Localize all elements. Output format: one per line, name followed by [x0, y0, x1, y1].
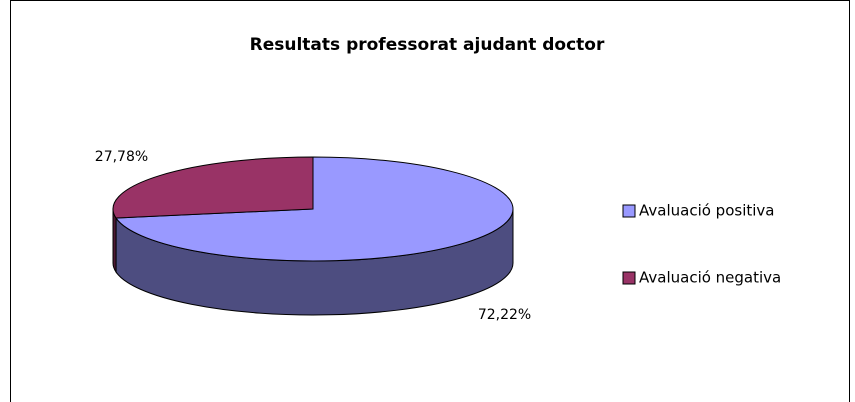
legend-label: Avaluació negativa: [639, 269, 781, 287]
data-label: 27,78%: [95, 149, 148, 165]
legend-label: Avaluació positiva: [639, 202, 774, 220]
pie-slice-side: [112, 208, 117, 274]
legend-swatch: [622, 204, 636, 218]
chart-title: Resultats professorat ajudant doctor: [250, 35, 605, 55]
pie-slice: [112, 156, 314, 219]
pie-slice: [115, 156, 514, 262]
legend-swatch: [622, 271, 636, 285]
data-label: 72,22%: [478, 307, 531, 323]
